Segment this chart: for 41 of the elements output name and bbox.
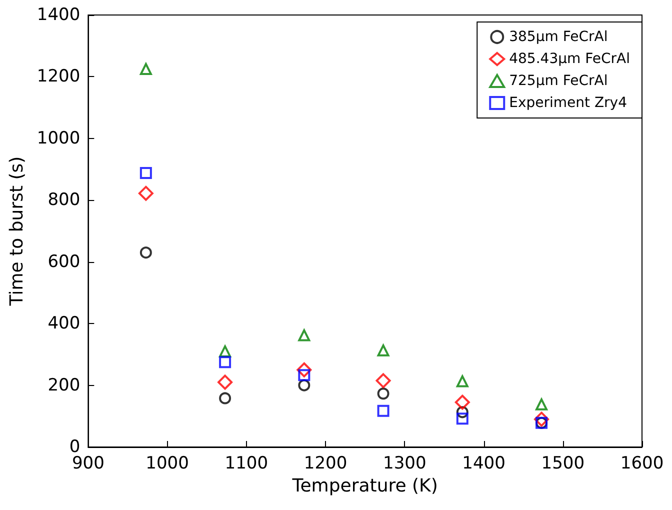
y-tick-label: 600	[48, 252, 80, 272]
x-axis-title: Temperature (K)	[291, 475, 438, 496]
point	[138, 186, 154, 201]
point	[296, 362, 312, 378]
point	[456, 406, 468, 418]
y-tick-label: 1200	[36, 66, 80, 87]
point	[140, 166, 152, 179]
legend-label: Experiment Zry4	[509, 95, 628, 111]
point	[377, 388, 390, 400]
point	[534, 412, 550, 427]
legend-label: 485.43μm FeCrAl	[509, 51, 630, 67]
x-tick-label: 1500	[541, 454, 585, 474]
y-tick-label: 1000	[36, 128, 80, 148]
point	[140, 63, 152, 75]
x-tick-label: 1600	[620, 454, 664, 474]
y-tick-label: 400	[48, 314, 80, 334]
point	[219, 356, 232, 368]
y-axis-title: Time to burst (s)	[6, 156, 28, 307]
x-tick-label: 1000	[146, 454, 189, 474]
y-tick-label: 800	[48, 190, 80, 210]
y-tick-label: 1400	[36, 5, 80, 25]
y-tick-label: 200	[48, 375, 80, 396]
point	[298, 379, 310, 392]
x-tick-label: 1200	[304, 454, 348, 474]
point	[298, 329, 310, 342]
legend-label: 725μm FeCrAl	[509, 73, 608, 89]
point	[377, 344, 390, 356]
point	[536, 398, 548, 410]
point	[140, 246, 152, 259]
point	[377, 404, 390, 417]
x-tick-label: 1400	[462, 454, 506, 474]
point	[456, 412, 468, 425]
point	[456, 375, 468, 388]
x-tick-label: 1300	[383, 454, 426, 474]
point	[219, 345, 232, 358]
point	[454, 394, 470, 410]
point	[376, 373, 391, 388]
legend-label: 385μm FeCrAl	[509, 29, 608, 45]
x-tick-label: 1100	[224, 454, 268, 474]
point	[219, 392, 232, 404]
point	[218, 374, 233, 390]
